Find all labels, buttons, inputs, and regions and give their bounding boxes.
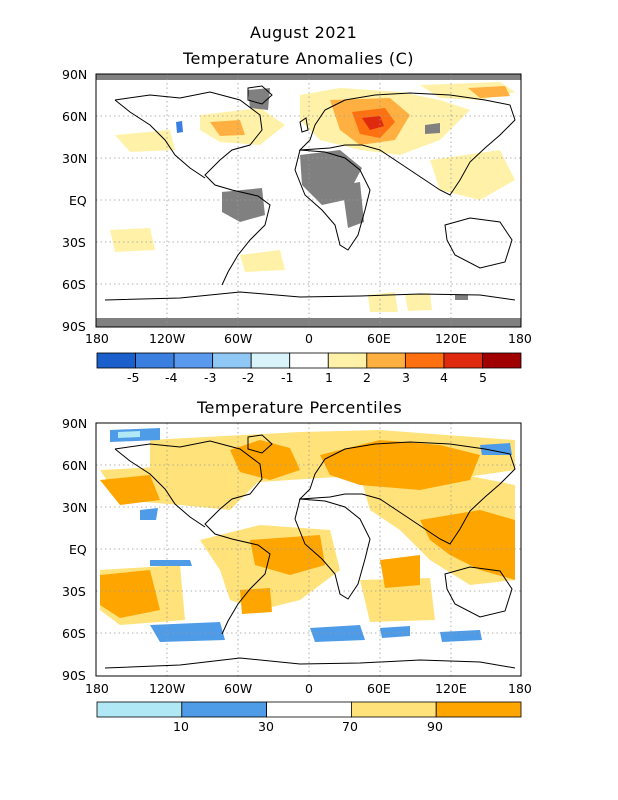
lat-label: EQ <box>69 542 87 557</box>
lon-label: 0 <box>305 331 313 346</box>
anomaly-legend-swatch <box>135 352 175 369</box>
lon-label: 180 <box>85 681 109 696</box>
missing-band-south <box>96 318 521 327</box>
percentile-legend-label: 70 <box>342 719 358 734</box>
grid-lines <box>96 74 521 327</box>
percentile-legend-label: 90 <box>427 719 443 734</box>
percentile-legend-label: 10 <box>173 719 189 734</box>
lon-label: 180 <box>508 681 532 696</box>
anomaly-legend-swatch <box>443 352 483 369</box>
lon-label: 60E <box>367 681 391 696</box>
anomaly-legend-label: -2 <box>242 370 255 385</box>
lon-label: 120E <box>435 331 467 346</box>
lat-label: 90S <box>62 668 86 683</box>
anomaly-legend <box>96 352 522 369</box>
lat-label: 60N <box>62 109 88 124</box>
anomaly-legend-label: 5 <box>479 370 487 385</box>
lat-label: 90N <box>62 67 88 82</box>
missing-band-north <box>96 74 521 80</box>
anomaly-legend-swatch <box>482 352 522 369</box>
anomaly-legend-swatch <box>366 352 406 369</box>
anomaly-legend-label: -4 <box>165 370 178 385</box>
lon-label: 0 <box>305 681 313 696</box>
lon-label: 120W <box>149 331 186 346</box>
anomaly-legend-swatch <box>250 352 291 369</box>
panel2-title: Temperature Percentiles <box>197 398 403 417</box>
anomaly-legend-label: 2 <box>363 370 371 385</box>
lon-label: 60W <box>224 331 253 346</box>
lon-label: 180 <box>85 331 109 346</box>
anomaly-legend-label: 1 <box>325 370 333 385</box>
anomaly-legend-swatch <box>173 352 214 369</box>
anomaly-legend-swatch <box>96 352 136 369</box>
lat-label: 30N <box>62 151 88 166</box>
lon-label: 180 <box>508 331 532 346</box>
lon-label: 60E <box>367 331 391 346</box>
missing-data-regions <box>222 88 468 300</box>
lat-label: 90S <box>62 319 86 334</box>
anomaly-legend-label: 4 <box>440 370 448 385</box>
lon-label: 60W <box>224 681 253 696</box>
anomaly-legend-swatch <box>404 352 445 369</box>
anomaly-legend-swatch <box>289 352 329 369</box>
lat-label: 60S <box>62 626 86 641</box>
lat-label: EQ <box>69 193 87 208</box>
lon-label: 120W <box>149 681 186 696</box>
anomaly-legend-label: -5 <box>127 370 140 385</box>
lat-label: 30S <box>62 584 86 599</box>
percentile-legend-label: 30 <box>258 719 274 734</box>
lat-label: 60S <box>62 277 86 292</box>
anomaly-legend-swatch <box>327 352 368 369</box>
anomaly-legend-label: 3 <box>402 370 410 385</box>
cool-anomaly-spot <box>176 121 183 133</box>
anomaly-legend-swatch <box>212 352 252 369</box>
panel1-title: Temperature Anomalies (C) <box>183 49 415 68</box>
lat-label: 60N <box>62 458 88 473</box>
lon-label: 120E <box>435 681 467 696</box>
lat-label: 30N <box>62 500 88 515</box>
figure-title: August 2021 <box>250 23 358 42</box>
lat-label: 30S <box>62 235 86 250</box>
lat-label: 90N <box>62 416 88 431</box>
anomaly-legend-label: -1 <box>281 370 294 385</box>
coastlines <box>104 85 516 301</box>
anomaly-legend-label: -3 <box>204 370 217 385</box>
anomaly-map-frame <box>95 73 522 328</box>
